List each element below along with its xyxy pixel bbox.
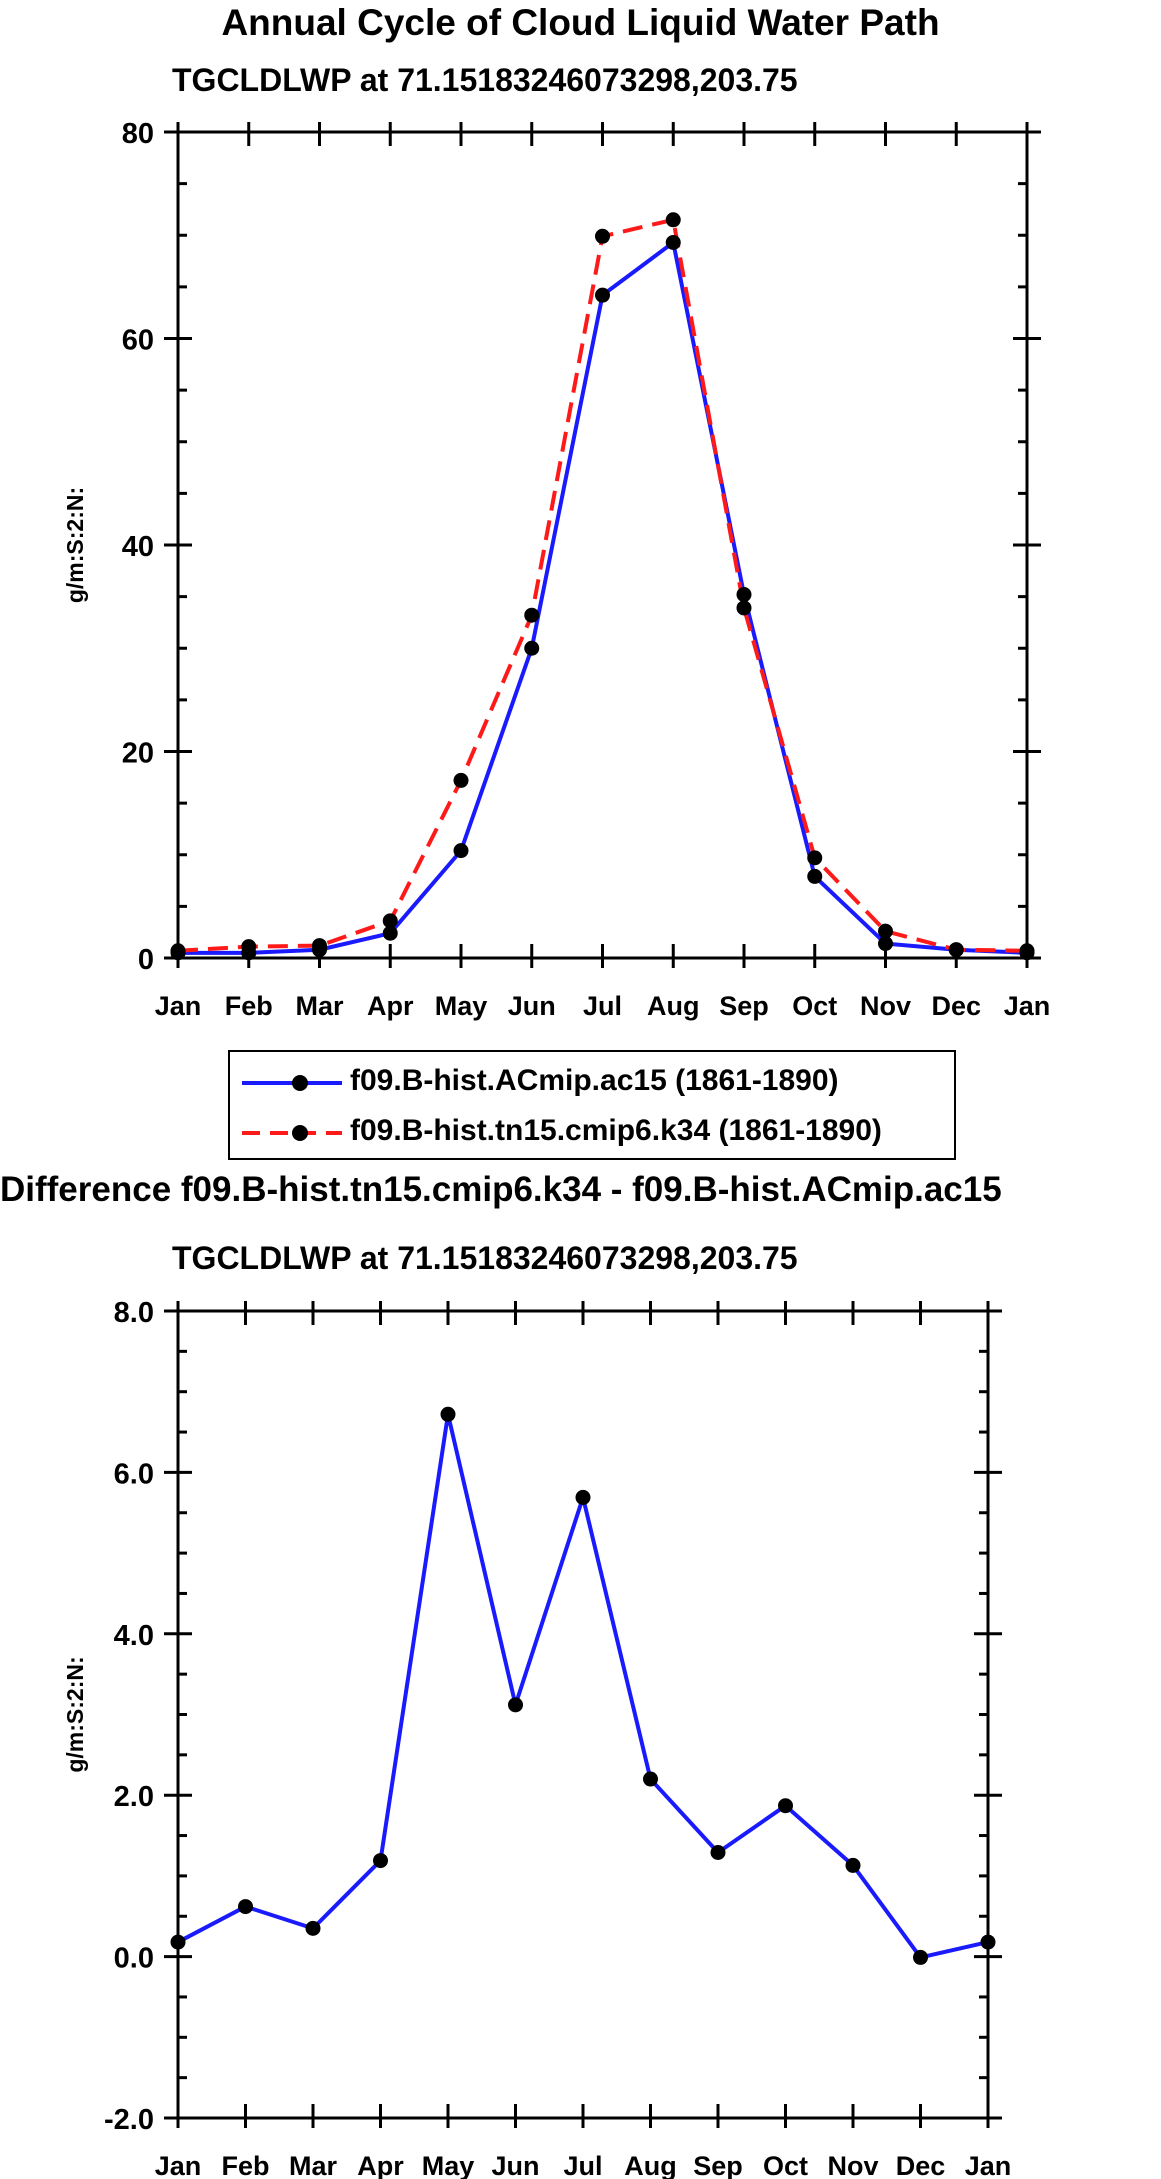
diff-series-0-point xyxy=(710,1844,726,1860)
diff-xtick-label: Jan xyxy=(155,2151,202,2179)
diff-xtick-label: Feb xyxy=(221,2151,269,2179)
diff-series-0-point xyxy=(778,1798,793,1814)
top-series-1-point xyxy=(948,942,964,958)
top-series-0-point xyxy=(665,234,681,250)
legend: f09.B-hist.ACmip.ac15 (1861-1890) f09.B-… xyxy=(228,1050,956,1160)
top-series-1-point xyxy=(453,772,469,788)
top-ytick-label: 60 xyxy=(122,325,154,357)
top-xtick-label: Jan xyxy=(155,991,202,1021)
top-series-1-point xyxy=(312,938,327,954)
top-series-1-point xyxy=(878,923,893,939)
diff-ytick-label: -2.0 xyxy=(104,2104,154,2136)
top-series-1-point xyxy=(524,607,540,623)
diff-xtick-label: Jan xyxy=(965,2151,1012,2179)
diff-series-0-point xyxy=(170,1934,186,1950)
top-series-1-point xyxy=(807,850,823,866)
diff-ylabel: g/m:S:2:N: xyxy=(62,1656,88,1772)
diff-series-0-point xyxy=(980,1934,996,1950)
diff-series-0-point xyxy=(575,1489,591,1505)
diff-series-0-point xyxy=(440,1406,456,1422)
diff-ytick-label: 8.0 xyxy=(114,1297,154,1329)
top-series-0-point xyxy=(595,287,610,303)
top-ylabel: g/m:S:2:N: xyxy=(62,487,88,603)
diff-ytick-label: 6.0 xyxy=(114,1458,154,1490)
top-xtick-label: Nov xyxy=(860,991,911,1021)
diff-xtick-label: Jul xyxy=(563,2151,602,2179)
diff-xtick-label: May xyxy=(422,2151,475,2179)
top-series-1-point xyxy=(382,913,398,929)
diff-series-0-point xyxy=(238,1899,253,1915)
legend-entry-acmip: f09.B-hist.ACmip.ac15 (1861-1890) xyxy=(230,1056,954,1106)
top-xtick-label: Sep xyxy=(719,991,769,1021)
top-series-0-point xyxy=(453,843,469,859)
diff-xtick-label: Nov xyxy=(827,2151,878,2179)
top-xtick-label: Dec xyxy=(931,991,981,1021)
diff-xtick-label: Apr xyxy=(357,2151,404,2179)
diff-xtick-label: Aug xyxy=(624,2151,676,2179)
diff-xtick-label: Oct xyxy=(763,2151,808,2179)
top-series-1-point xyxy=(1019,943,1035,959)
diff-series-0-point xyxy=(643,1771,658,1787)
legend-label-cmip6: f09.B-hist.tn15.cmip6.k34 (1861-1890) xyxy=(350,1114,882,1147)
top-series-0-point xyxy=(382,925,398,941)
legend-label-acmip: f09.B-hist.ACmip.ac15 (1861-1890) xyxy=(350,1064,839,1097)
diff-series-0-point xyxy=(305,1920,321,1936)
diff-xtick-label: Dec xyxy=(896,2151,946,2179)
top-xtick-label: Jul xyxy=(583,991,622,1021)
legend-swatch-cmip6 xyxy=(242,1125,342,1141)
subtitle-bottom: TGCLDLWP at 71.15183246073298,203.75 xyxy=(172,1240,798,1276)
top-ytick-label: 0 xyxy=(138,944,154,976)
diff-ytick-label: 2.0 xyxy=(114,1781,154,1813)
top-xtick-label: Jun xyxy=(508,991,556,1021)
top-series-1-point xyxy=(736,600,752,616)
top-series-0-point xyxy=(524,640,540,656)
subtitle-top: TGCLDLWP at 71.15183246073298,203.75 xyxy=(172,62,798,98)
top-series-1-point xyxy=(665,212,681,228)
difference-title: Difference f09.B-hist.tn15.cmip6.k34 - f… xyxy=(0,1170,1002,1209)
top-xtick-label: Jan xyxy=(1004,991,1051,1021)
top-series-0-point xyxy=(878,936,893,952)
top-series-0-point xyxy=(807,868,823,884)
diff-xtick-label: Jun xyxy=(491,2151,539,2179)
diff-series-0-point xyxy=(845,1857,861,1873)
diff-ytick-label: 4.0 xyxy=(114,1620,154,1652)
top-series-0-point xyxy=(736,587,752,603)
top-xtick-label: Feb xyxy=(225,991,273,1021)
legend-swatch-acmip xyxy=(242,1075,342,1091)
top-xtick-label: Mar xyxy=(295,991,344,1021)
top-series-1-point xyxy=(170,943,186,959)
main-title: Annual Cycle of Cloud Liquid Water Path xyxy=(221,2,940,43)
legend-entry-cmip6: f09.B-hist.tn15.cmip6.k34 (1861-1890) xyxy=(230,1106,954,1156)
top-ytick-label: 80 xyxy=(122,118,154,150)
diff-ytick-label: 0.0 xyxy=(114,1943,154,1975)
top-series-1-point xyxy=(241,939,257,955)
diff-series-0-point xyxy=(373,1853,388,1869)
top-series-1-point xyxy=(595,228,610,244)
top-xtick-label: Oct xyxy=(792,991,837,1021)
top-xtick-label: Apr xyxy=(367,991,414,1021)
diff-xtick-label: Sep xyxy=(693,2151,743,2179)
top-chart: Jan Feb Mar Apr May Jun Jul Aug Sep Oct Nov Dec Jan0… xyxy=(62,118,1051,1021)
diff-xtick-label: Mar xyxy=(289,2151,338,2179)
diff-series-0-point xyxy=(508,1697,523,1713)
top-ytick-label: 40 xyxy=(122,531,154,563)
top-ytick-label: 20 xyxy=(122,738,154,770)
diff-plot-frame xyxy=(176,1309,990,2120)
top-xtick-label: May xyxy=(435,991,488,1021)
top-xtick-label: Aug xyxy=(647,991,699,1021)
diff-series-0-point xyxy=(913,1949,928,1965)
